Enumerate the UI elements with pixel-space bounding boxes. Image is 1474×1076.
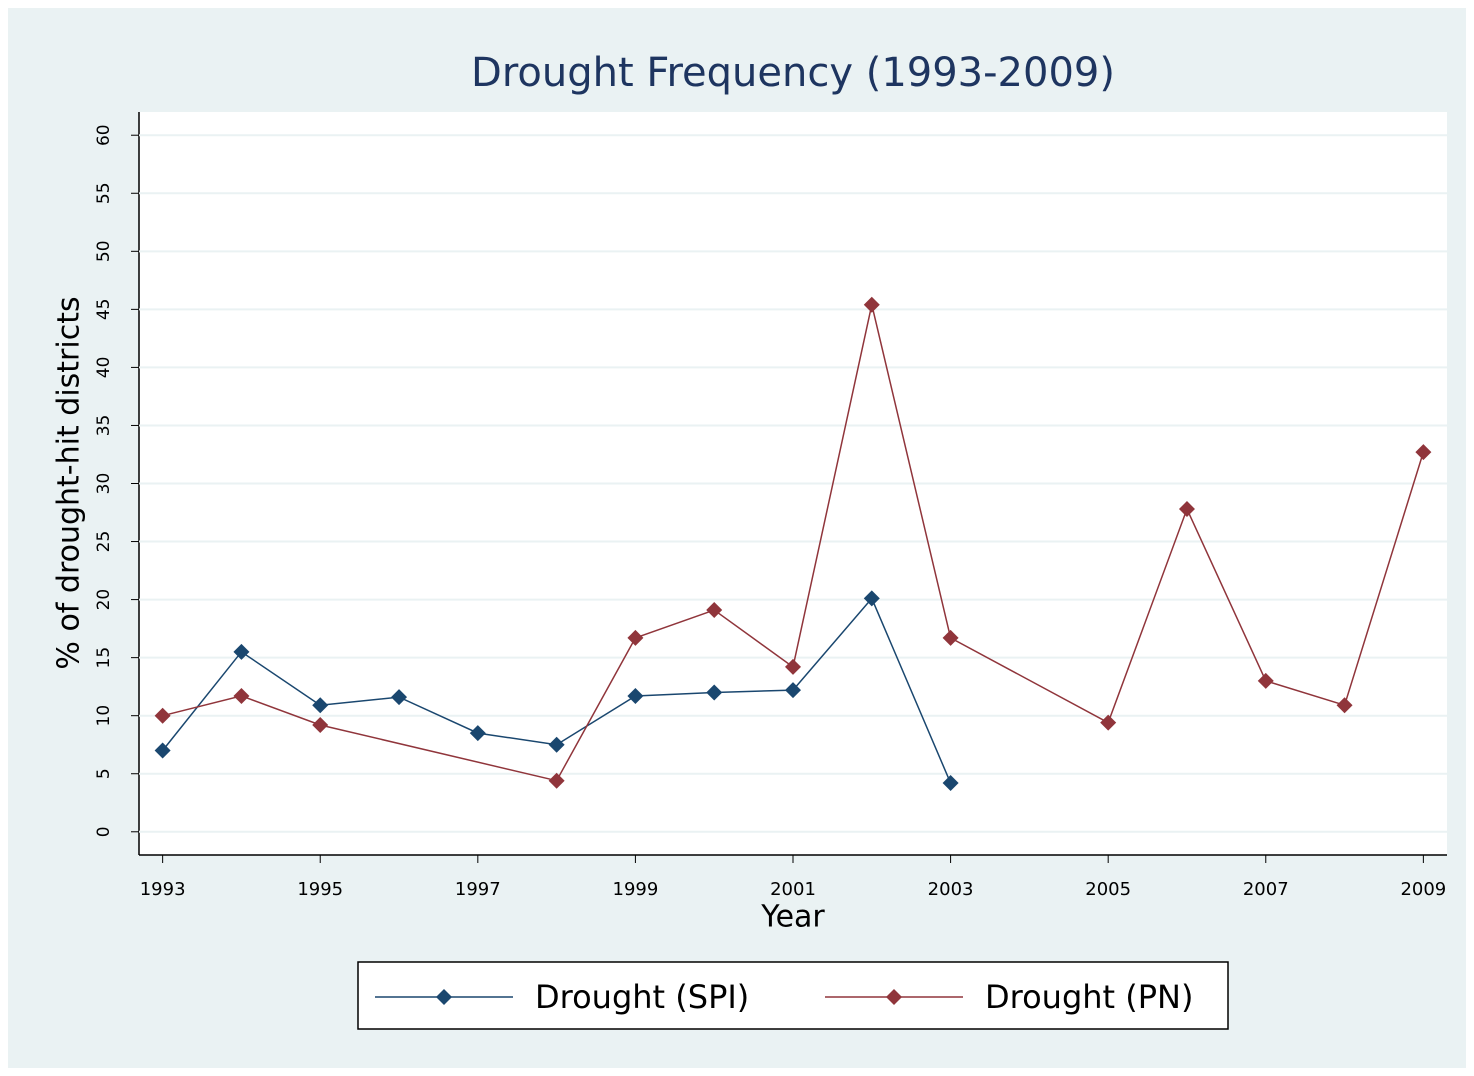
point bbox=[548, 772, 565, 789]
y-tick-label: 20 bbox=[94, 589, 114, 611]
point bbox=[627, 687, 644, 704]
point bbox=[785, 682, 801, 699]
x-tick-label: 1997 bbox=[455, 879, 501, 900]
y-tick-label: 0 bbox=[94, 826, 114, 837]
y-tick-label: 45 bbox=[94, 299, 114, 321]
point bbox=[863, 590, 880, 607]
point bbox=[233, 687, 250, 704]
y-tick-label: 15 bbox=[94, 647, 114, 669]
x-axis-label: Year bbox=[760, 900, 825, 935]
point bbox=[942, 775, 959, 792]
point bbox=[154, 742, 171, 759]
x-tick-label: 2001 bbox=[770, 879, 816, 900]
y-tick-label: 60 bbox=[94, 124, 114, 146]
point bbox=[1257, 672, 1274, 689]
y-tick-label: 50 bbox=[94, 240, 114, 262]
point bbox=[785, 658, 801, 675]
x-tick-label: 2007 bbox=[1243, 879, 1289, 900]
point bbox=[548, 736, 565, 753]
chart-title: Drought Frequency (1993-2009) bbox=[471, 50, 1115, 96]
point bbox=[627, 629, 644, 646]
point bbox=[469, 725, 486, 742]
point bbox=[233, 643, 250, 660]
x-tick-label: 1995 bbox=[297, 879, 343, 900]
point bbox=[706, 684, 723, 701]
y-tick-label: 30 bbox=[94, 473, 114, 495]
y-tick-label: 35 bbox=[94, 415, 114, 437]
x-tick-label: 2003 bbox=[928, 879, 974, 900]
x-tick-label: 1993 bbox=[140, 879, 186, 900]
point bbox=[863, 296, 880, 313]
y-tick-label: 25 bbox=[94, 531, 114, 553]
point bbox=[706, 602, 723, 619]
y-tick-label: 55 bbox=[94, 182, 114, 204]
y-tick-label: 5 bbox=[94, 768, 114, 779]
point bbox=[1178, 501, 1195, 518]
x-tick-label: 1999 bbox=[613, 879, 659, 900]
legend-label: Drought (PN) bbox=[985, 978, 1193, 1016]
x-tick-label: 2009 bbox=[1400, 879, 1446, 900]
point bbox=[154, 707, 171, 724]
legend-marker bbox=[436, 989, 452, 1005]
point bbox=[391, 689, 408, 706]
y-axis-label: % of drought-hit districts bbox=[52, 296, 87, 669]
point bbox=[942, 629, 959, 646]
legend-marker bbox=[886, 989, 902, 1005]
point bbox=[312, 697, 329, 714]
series-line bbox=[162, 304, 1425, 782]
y-tick-label: 10 bbox=[94, 705, 114, 727]
point bbox=[312, 716, 329, 733]
y-tick-label: 40 bbox=[94, 357, 114, 379]
point bbox=[1100, 714, 1117, 731]
x-tick-label: 2005 bbox=[1085, 879, 1131, 900]
legend-label: Drought (SPI) bbox=[535, 978, 749, 1016]
legend bbox=[357, 961, 1229, 1030]
point bbox=[1415, 444, 1432, 461]
point bbox=[1336, 697, 1353, 714]
